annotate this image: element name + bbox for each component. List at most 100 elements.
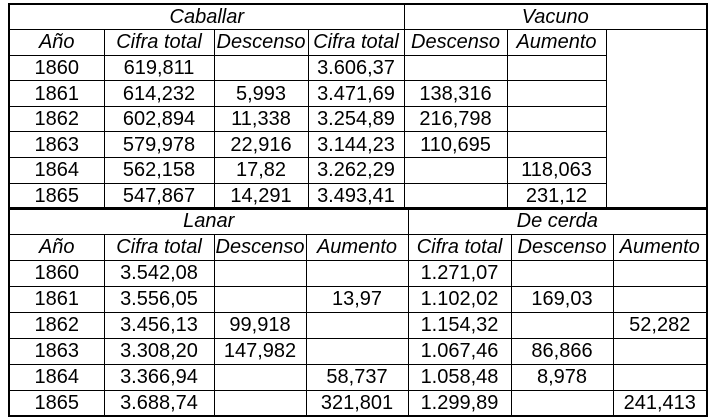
value-cell xyxy=(213,285,307,313)
value-cell xyxy=(510,311,614,339)
value-cell: 5,993 xyxy=(213,80,309,107)
year-cell: 1865 xyxy=(8,389,105,417)
column-header-ano: Año xyxy=(8,233,105,261)
value-cell xyxy=(510,259,614,287)
value-cell: 1.271,07 xyxy=(407,259,512,287)
year-cell: 1864 xyxy=(8,157,105,184)
value-cell: 110,695 xyxy=(403,131,508,159)
value-cell xyxy=(213,363,307,391)
empty-merged-cell xyxy=(605,29,708,210)
value-cell: 3.471,69 xyxy=(307,80,405,107)
table-row: 1864 562,158 17,82 3.262,29 118,063 xyxy=(8,157,707,184)
value-cell: 99,918 xyxy=(213,311,307,339)
value-cell: 3.262,29 xyxy=(307,157,405,184)
value-cell xyxy=(403,182,508,210)
year-cell: 1863 xyxy=(8,337,105,365)
column-header-descenso: Descenso xyxy=(213,233,307,261)
value-cell: 614,232 xyxy=(103,80,215,107)
value-cell xyxy=(506,105,607,133)
value-cell xyxy=(506,80,607,107)
table-row: 1863 3.308,20 147,982 1.067,46 86,866 xyxy=(8,337,708,365)
value-cell: 3.606,37 xyxy=(307,54,405,82)
value-cell: 3.688,74 xyxy=(103,389,215,417)
year-cell: 1860 xyxy=(8,259,105,287)
section-title-de-cerda: De cerda xyxy=(407,207,708,235)
value-cell: 1.299,89 xyxy=(407,389,512,417)
table-row: 1865 547,867 14,291 3.493,41 231,12 xyxy=(8,182,707,210)
value-cell: 1.102,02 xyxy=(407,285,512,313)
value-cell: 216,798 xyxy=(403,105,508,133)
year-cell: 1862 xyxy=(8,105,105,133)
table-row: 1861 3.556,05 13,97 1.102,02 169,03 xyxy=(8,285,708,313)
column-header-cifra-total: Cifra total xyxy=(103,233,215,261)
value-cell: 231,12 xyxy=(506,182,607,210)
value-cell: 8,978 xyxy=(510,363,614,391)
value-cell: 138,316 xyxy=(403,80,508,107)
value-cell: 22,916 xyxy=(213,131,309,159)
value-cell: 3.493,41 xyxy=(307,182,405,210)
value-cell: 11,338 xyxy=(213,105,309,133)
value-cell xyxy=(612,363,708,391)
value-cell: 86,866 xyxy=(510,337,614,365)
column-header-row: Año Cifra total Descenso Cifra total Descens… xyxy=(8,29,708,210)
value-cell: 602,894 xyxy=(103,105,215,133)
value-cell: 169,03 xyxy=(510,285,614,313)
section-title-vacuno: Vacuno xyxy=(403,3,708,31)
value-cell xyxy=(506,54,607,82)
column-header-cifra-total: Cifra total xyxy=(307,29,405,56)
year-cell: 1861 xyxy=(8,285,105,313)
value-cell: 1.067,46 xyxy=(407,337,512,365)
year-cell: 1861 xyxy=(8,80,105,107)
value-cell: 579,978 xyxy=(103,131,215,159)
table-row: 1860 3.542,08 1.271,07 xyxy=(8,259,708,287)
value-cell: 118,063 xyxy=(506,157,607,184)
year-cell: 1865 xyxy=(8,182,105,210)
value-cell xyxy=(403,54,508,82)
value-cell: 147,982 xyxy=(213,337,307,365)
column-header-aumento: Aumento xyxy=(305,233,409,261)
value-cell xyxy=(305,259,409,287)
value-cell: 547,867 xyxy=(103,182,215,210)
value-cell: 241,413 xyxy=(612,389,708,417)
year-cell: 1862 xyxy=(8,311,105,339)
column-header-cifra-total: Cifra total xyxy=(407,233,512,261)
value-cell: 619,811 xyxy=(103,54,215,82)
value-cell xyxy=(612,337,708,365)
value-cell xyxy=(213,259,307,287)
value-cell: 52,282 xyxy=(612,311,708,339)
value-cell xyxy=(612,259,708,287)
value-cell xyxy=(213,54,309,82)
section-header-row: Caballar Vacuno xyxy=(8,3,708,31)
column-header-aumento: Aumento xyxy=(612,233,708,261)
value-cell: 321,801 xyxy=(305,389,409,417)
value-cell: 3.308,20 xyxy=(103,337,215,365)
value-cell: 13,97 xyxy=(305,285,409,313)
column-header-descenso: Descenso xyxy=(510,233,614,261)
value-cell: 1.058,48 xyxy=(407,363,512,391)
livestock-table-caballar-vacuno: Caballar Vacuno Año Cifra total Descenso Cifr… xyxy=(8,3,708,210)
value-cell xyxy=(305,311,409,339)
table-row: 1862 602,894 11,338 3.254,89 216,798 xyxy=(8,105,707,133)
value-cell xyxy=(305,337,409,365)
livestock-table-lanar-decerda: Lanar De cerda Año Cifra total Descenso Aumen… xyxy=(8,207,708,417)
value-cell xyxy=(612,285,708,313)
value-cell: 1.154,32 xyxy=(407,311,512,339)
table-row: 1862 3.456,13 99,918 1.154,32 52,282 xyxy=(8,311,708,339)
value-cell: 3.254,89 xyxy=(307,105,405,133)
value-cell: 14,291 xyxy=(213,182,309,210)
value-cell: 562,158 xyxy=(103,157,215,184)
table-row: 1861 614,232 5,993 3.471,69 138,316 xyxy=(8,80,707,107)
value-cell: 3.366,94 xyxy=(103,363,215,391)
table-row: 1860 619,811 3.606,37 xyxy=(8,54,707,82)
year-cell: 1860 xyxy=(8,54,105,82)
table-row: 1864 3.366,94 58,737 1.058,48 8,978 xyxy=(8,363,708,391)
table-row: 1865 3.688,74 321,801 1.299,89 241,413 xyxy=(8,389,708,417)
year-cell: 1863 xyxy=(8,131,105,159)
column-header-cifra-total: Cifra total xyxy=(103,29,215,56)
column-header-descenso: Descenso xyxy=(213,29,309,56)
value-cell xyxy=(510,389,614,417)
value-cell: 3.144,23 xyxy=(307,131,405,159)
year-cell: 1864 xyxy=(8,363,105,391)
table-row: 1863 579,978 22,916 3.144,23 110,695 xyxy=(8,131,707,159)
